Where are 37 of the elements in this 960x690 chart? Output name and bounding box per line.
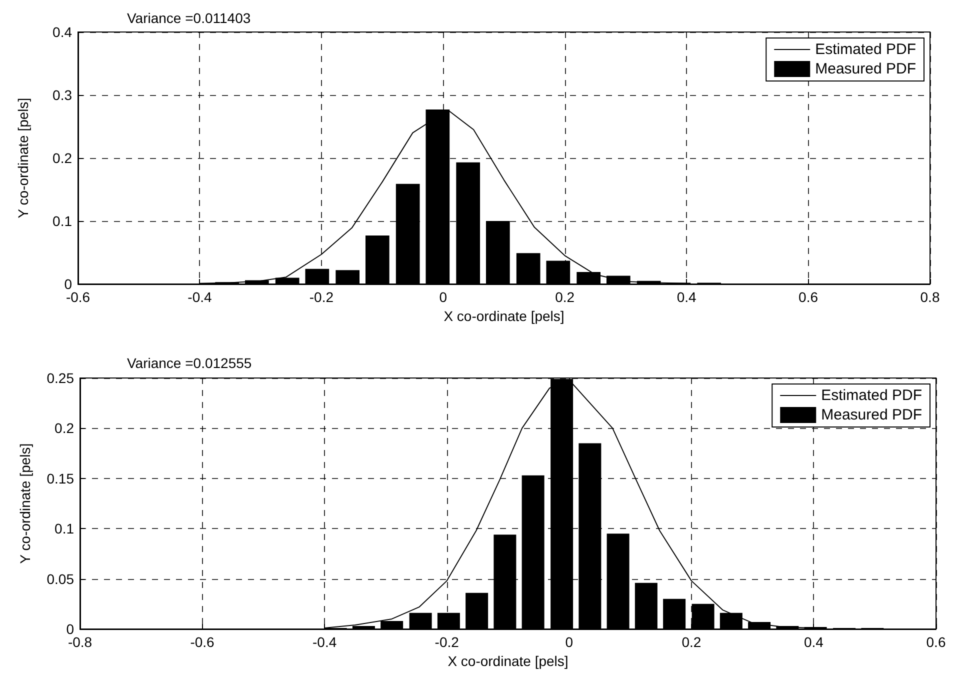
x-tick-label: 0.2 <box>682 634 702 650</box>
y-tick-label: 0.2 <box>54 420 74 436</box>
x-tick-label: -0.2 <box>309 289 334 305</box>
legend-label: Estimated PDF <box>821 387 922 404</box>
x-tick-label: -0.4 <box>312 634 337 650</box>
y-tick-label: 0.05 <box>46 570 74 587</box>
x-tick-label: 0.4 <box>676 289 697 305</box>
chart-title: Variance =0.012555 <box>127 355 252 371</box>
y-tick-label: 0.1 <box>52 213 72 229</box>
y-tick-label: 0.1 <box>54 520 74 537</box>
y-tick-label: 0.4 <box>52 24 72 40</box>
y-tick-label: 0.3 <box>52 87 72 103</box>
y-tick-label: 0.15 <box>46 470 74 486</box>
x-tick-label: -0.4 <box>188 289 212 305</box>
x-tick-label: -0.8 <box>68 634 92 650</box>
x-axis-title: X co-ordinate [pels] <box>448 652 568 669</box>
y-tick-label: 0.2 <box>52 150 72 166</box>
x-tick-label: 0 <box>439 289 448 305</box>
x-tick-label: 0.8 <box>920 289 940 305</box>
x-tick-label: 0.6 <box>926 634 946 650</box>
y-tick-label: 0 <box>66 621 74 637</box>
x-tick-label: -0.2 <box>434 634 460 650</box>
x-tick-label: 0 <box>565 634 574 650</box>
legend-label: Measured PDF <box>815 60 916 78</box>
y-tick-label: 0.25 <box>46 370 74 386</box>
legend-label: Measured PDF <box>821 406 922 424</box>
x-axis-title: X co-ordinate [pels] <box>444 308 564 324</box>
x-tick-label: 0.6 <box>798 289 818 305</box>
x-tick-label: 0.4 <box>804 634 824 650</box>
legend-label: Estimated PDF <box>815 41 916 58</box>
chart-title: Variance =0.011403 <box>127 10 251 26</box>
x-tick-label: 0.2 <box>555 289 575 305</box>
x-tick-label: -0.6 <box>66 289 90 305</box>
x-tick-label: -0.6 <box>190 634 215 650</box>
y-axis-title: Y co-ordinate [pels] <box>15 98 31 218</box>
y-axis-title: Y co-ordinate [pels] <box>17 443 33 564</box>
y-tick-label: 0 <box>64 276 72 292</box>
